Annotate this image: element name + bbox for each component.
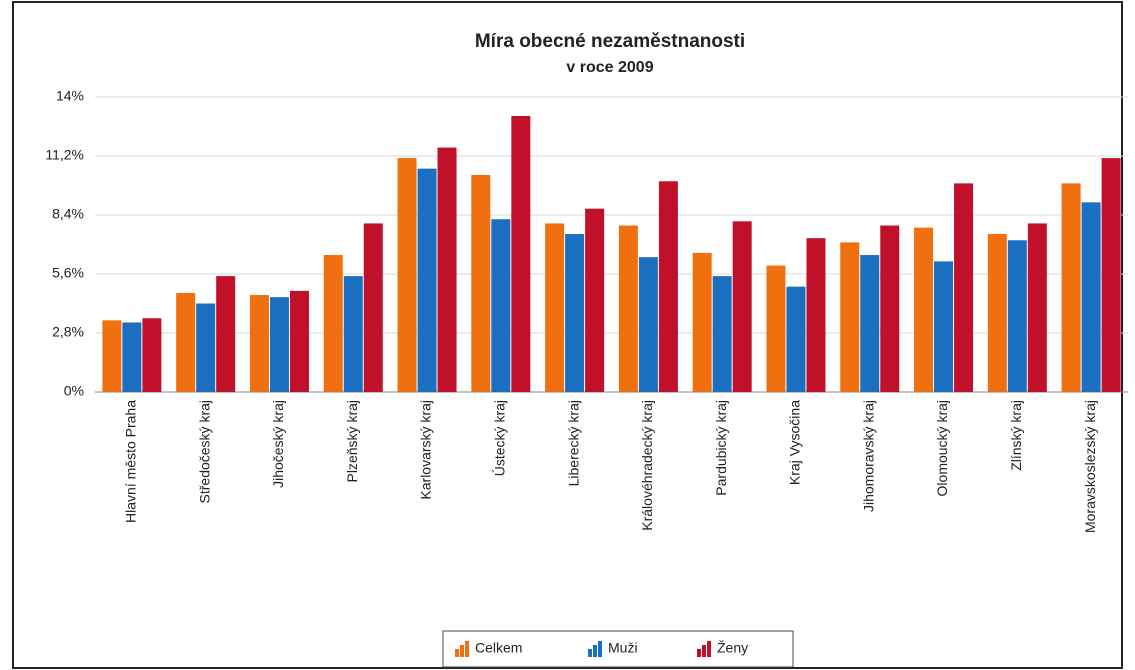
bar bbox=[1027, 223, 1047, 392]
bar bbox=[585, 208, 605, 392]
legend-icon bbox=[455, 649, 459, 657]
y-tick-label: 8,4% bbox=[52, 206, 84, 222]
legend-icon bbox=[593, 645, 597, 657]
x-tick-label: Středočeský kraj bbox=[196, 400, 212, 503]
bar bbox=[102, 320, 122, 392]
x-tick-label: Olomoucký kraj bbox=[934, 400, 950, 496]
x-tick-label: Moravskoslezský kraj bbox=[1082, 400, 1098, 533]
bar bbox=[1061, 183, 1081, 392]
legend-icon bbox=[702, 645, 706, 657]
x-tick-label: Karlovarský kraj bbox=[418, 400, 434, 500]
bar bbox=[142, 318, 162, 392]
bar bbox=[934, 261, 954, 392]
bar bbox=[565, 233, 585, 392]
bar bbox=[914, 227, 934, 392]
bar bbox=[491, 219, 511, 392]
bar bbox=[249, 295, 269, 392]
bar bbox=[840, 242, 860, 392]
legend-icon bbox=[697, 649, 701, 657]
bar bbox=[216, 276, 236, 392]
y-tick-label: 0% bbox=[64, 383, 84, 399]
bar bbox=[732, 221, 752, 392]
bar bbox=[954, 183, 974, 392]
y-tick-label: 2,8% bbox=[52, 324, 84, 340]
bar bbox=[860, 255, 880, 392]
chart-title: Míra obecné nezaměstnanosti bbox=[475, 31, 745, 52]
y-tick-label: 5,6% bbox=[52, 265, 84, 281]
x-tick-label: Liberecký kraj bbox=[565, 400, 581, 486]
x-tick-label: Jihomoravský kraj bbox=[860, 400, 876, 512]
x-tick-label: Královéhradecký kraj bbox=[639, 400, 655, 531]
legend-label: Ženy bbox=[717, 640, 748, 656]
bar bbox=[471, 174, 491, 392]
legend-label: Muži bbox=[608, 640, 638, 656]
bar bbox=[786, 286, 806, 392]
bar bbox=[343, 276, 363, 392]
legend-icon bbox=[707, 641, 711, 657]
chart-subtitle: v roce 2009 bbox=[566, 59, 653, 76]
bar bbox=[658, 181, 678, 392]
y-tick-label: 14% bbox=[56, 88, 84, 104]
bar bbox=[987, 233, 1007, 392]
bar bbox=[122, 322, 142, 392]
legend-box bbox=[442, 630, 794, 668]
bar bbox=[196, 303, 216, 392]
bar bbox=[692, 252, 712, 392]
legend-icon bbox=[588, 649, 592, 657]
x-tick-label: Jihočeský kraj bbox=[270, 400, 286, 488]
x-tick-label: Plzeňský kraj bbox=[344, 400, 360, 482]
bar bbox=[397, 158, 417, 392]
bar bbox=[437, 147, 457, 392]
legend-icon bbox=[465, 641, 469, 657]
x-tick-label: Hlavní město Praha bbox=[123, 400, 139, 523]
bar bbox=[176, 292, 196, 392]
x-tick-label: Kraj Vysočina bbox=[787, 400, 803, 485]
legend-icon bbox=[460, 645, 464, 657]
y-tick-label: 11,2% bbox=[45, 147, 84, 163]
bar bbox=[1101, 158, 1121, 392]
bar bbox=[766, 265, 786, 392]
bar bbox=[545, 223, 565, 392]
bar bbox=[806, 238, 826, 392]
legend-label: Celkem bbox=[475, 640, 522, 656]
x-tick-label: Pardubický kraj bbox=[713, 400, 729, 496]
x-tick-label: Ústecký kraj bbox=[492, 400, 508, 476]
bar bbox=[1081, 202, 1101, 392]
legend-icon bbox=[598, 641, 602, 657]
bar bbox=[269, 297, 289, 392]
bar bbox=[638, 257, 658, 392]
bar bbox=[1007, 240, 1027, 392]
bar bbox=[880, 225, 900, 392]
bar bbox=[712, 276, 732, 392]
bar bbox=[289, 290, 309, 392]
bar bbox=[323, 255, 343, 392]
bar bbox=[363, 223, 383, 392]
bar bbox=[417, 168, 437, 392]
bar bbox=[618, 225, 638, 392]
bar bbox=[511, 115, 531, 392]
x-tick-label: Zlínský kraj bbox=[1008, 400, 1024, 471]
